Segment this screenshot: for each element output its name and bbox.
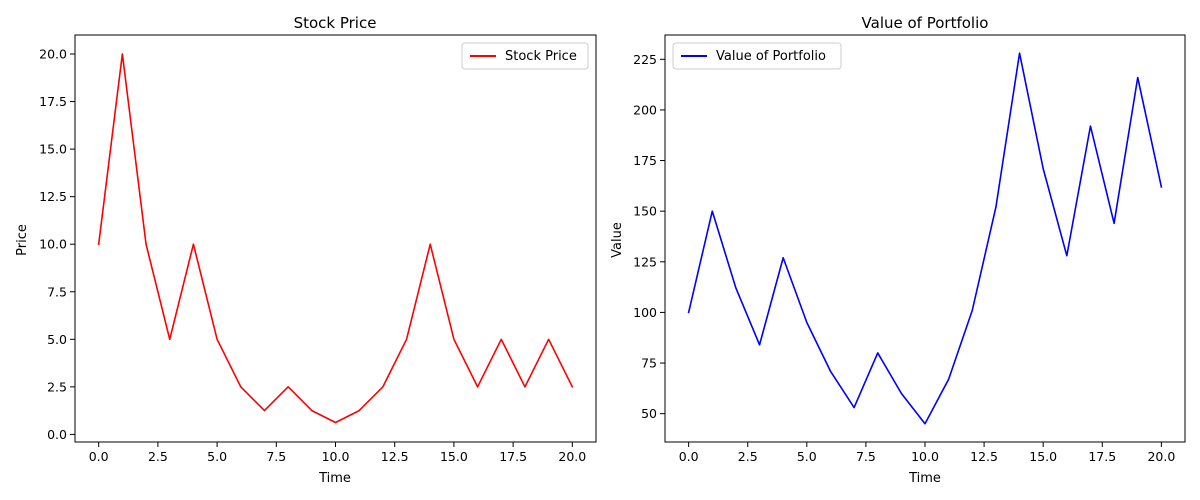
x-ticks: 0.0 2.5 5.0 7.5 10.0 12.5 15.0 17.5 20.0 [89, 442, 586, 464]
y-tick-label: 200 [633, 102, 657, 117]
y-axis-label: Value [610, 222, 625, 258]
plot-frame [664, 34, 1186, 443]
y-ticks: 50 75 100 125 150 175 200 225 [633, 52, 665, 421]
y-tick-label: 10.0 [39, 237, 67, 252]
y-tick-label: 100 [633, 305, 657, 320]
x-tick-label: 10.0 [322, 449, 350, 464]
y-tick-label: 75 [641, 356, 657, 371]
x-tick-label: 17.5 [1088, 449, 1116, 464]
y-tick-label: 2.5 [47, 379, 67, 394]
x-tick-label: 10.0 [911, 449, 939, 464]
x-tick-label: 2.5 [738, 449, 758, 464]
y-tick-label: 7.5 [47, 284, 67, 299]
y-axis-label: Price [15, 224, 30, 256]
y-tick-label: 20.0 [39, 47, 67, 62]
x-tick-label: 12.5 [381, 449, 409, 464]
x-tick-label: 2.5 [148, 449, 168, 464]
x-tick-label: 7.5 [266, 449, 286, 464]
x-tick-label: 17.5 [499, 449, 527, 464]
y-tick-label: 125 [633, 254, 657, 269]
series-line [97, 53, 574, 424]
y-tick-label: 50 [641, 406, 657, 421]
y-tick-label: 175 [633, 153, 657, 168]
legend: Stock Price [461, 42, 589, 70]
legend-label: Value of Portfolio [716, 49, 826, 64]
legend-box [461, 42, 589, 70]
y-tick-label: 5.0 [47, 332, 67, 347]
x-tick-label: 20.0 [1147, 449, 1175, 464]
x-tick-label: 15.0 [1029, 449, 1057, 464]
x-tick-label: 12.5 [970, 449, 998, 464]
x-tick-label: 7.5 [856, 449, 876, 464]
series-line [687, 52, 1163, 425]
x-tick-label: 5.0 [797, 449, 817, 464]
plot-frame [74, 34, 597, 443]
chart-title: Value of Portfolio [862, 14, 989, 32]
y-tick-label: 225 [633, 52, 657, 67]
series-lines [97, 53, 574, 424]
x-axis-label: Time [318, 471, 351, 486]
x-tick-label: 20.0 [558, 449, 586, 464]
chart-title: Stock Price [294, 14, 377, 32]
y-tick-label: 150 [633, 204, 657, 219]
x-ticks: 0.0 2.5 5.0 7.5 10.0 12.5 15.0 17.5 20.0 [679, 442, 1175, 464]
legend-label: Stock Price [505, 49, 577, 64]
y-tick-label: 12.5 [39, 189, 67, 204]
series-lines [687, 52, 1163, 425]
x-tick-label: 0.0 [679, 449, 699, 464]
legend: Value of Portfolio [672, 42, 842, 70]
x-tick-label: 0.0 [89, 449, 109, 464]
legend-box [672, 42, 842, 70]
y-tick-label: 0.0 [47, 427, 67, 442]
y-tick-label: 15.0 [39, 142, 67, 157]
portfolio-value-chart: Value of Portfolio Time Value 0.0 2.5 5.0 7… [610, 14, 1186, 486]
x-tick-label: 15.0 [440, 449, 468, 464]
y-ticks: 0.0 2.5 5.0 7.5 10.0 12.5 15.0 17.5 20.0 [39, 47, 75, 442]
x-axis-label: Time [908, 471, 941, 486]
x-tick-label: 5.0 [207, 449, 227, 464]
y-tick-label: 17.5 [39, 94, 67, 109]
stock-price-chart: Stock Price Time Price 0.0 2.5 5.0 7.5 10.0 1… [15, 14, 597, 486]
